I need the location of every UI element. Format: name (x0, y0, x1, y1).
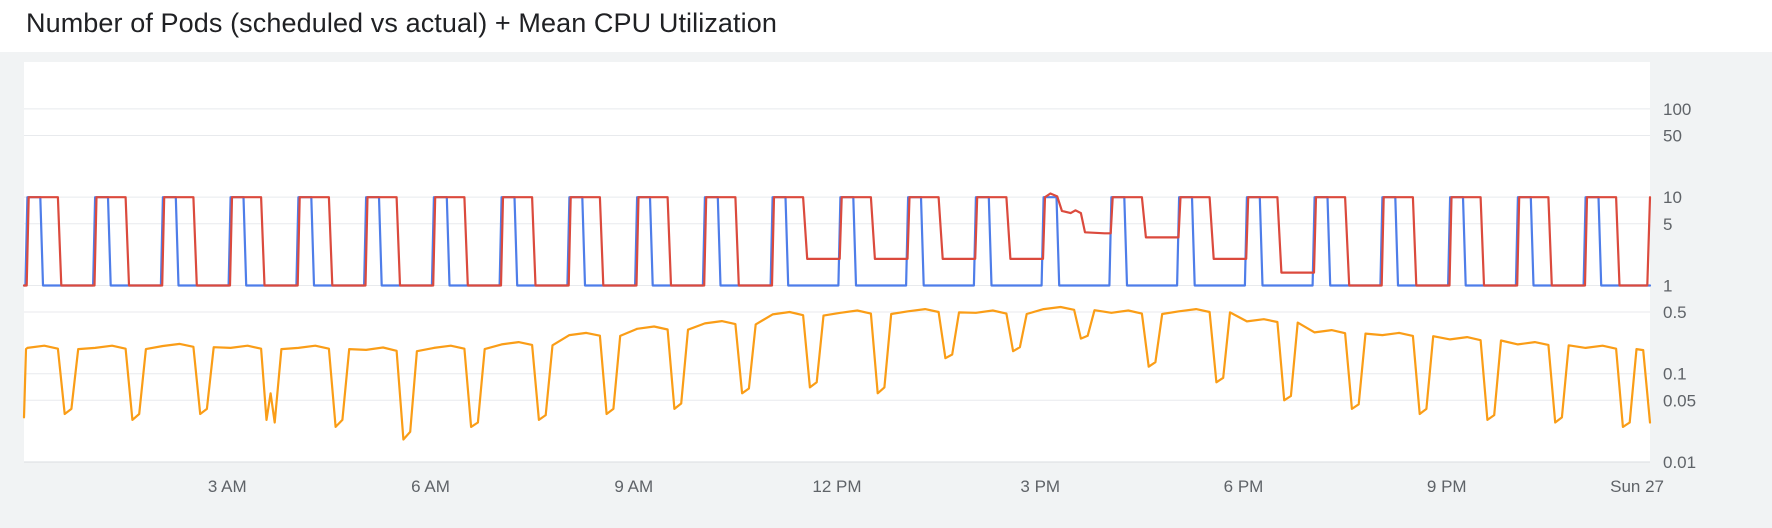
x-axis-tick-label: 9 AM (614, 477, 653, 496)
y-axis-tick-label: 0.05 (1663, 391, 1696, 410)
y-axis-tick-label: 0.01 (1663, 453, 1696, 472)
y-axis-tick-label: 0.5 (1663, 303, 1687, 322)
series-line-mean-cpu-utilization (22, 305, 1652, 441)
series-line-pods-actual (22, 192, 1652, 287)
y-axis-tick-label: 100 (1663, 100, 1691, 119)
x-axis-tick-label: 3 AM (208, 477, 247, 496)
x-axis-tick-label: 3 PM (1020, 477, 1060, 496)
x-axis-tick-label: 9 PM (1427, 477, 1467, 496)
y-axis-tick-label: 5 (1663, 215, 1672, 234)
x-axis-tick-label: Sun 27 (1610, 477, 1664, 496)
y-axis-tick-label: 1 (1663, 276, 1672, 295)
x-axis-tick-label: 12 PM (812, 477, 861, 496)
y-axis-tick-label: 50 (1663, 126, 1682, 145)
x-axis-tick-label: 6 PM (1224, 477, 1264, 496)
x-axis-tick-label: 6 AM (411, 477, 450, 496)
plot-area (24, 62, 1650, 462)
y-axis-tick-label: 0.1 (1663, 365, 1687, 384)
chart-title: Number of Pods (scheduled vs actual) + M… (26, 8, 777, 38)
y-axis-tick-label: 10 (1663, 188, 1682, 207)
